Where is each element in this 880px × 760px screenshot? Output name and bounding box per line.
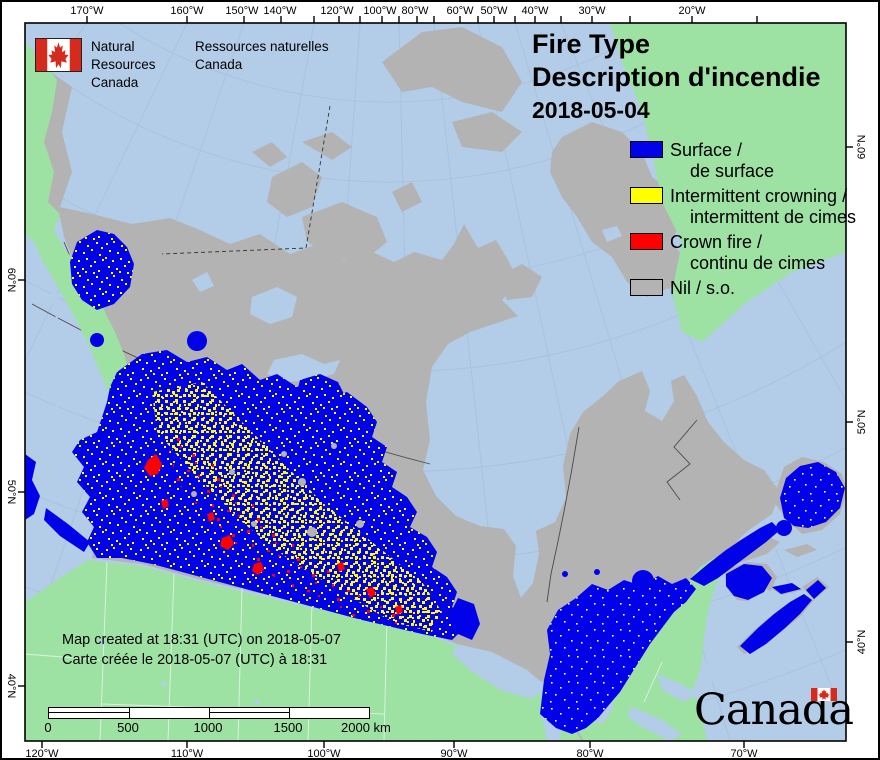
lat-label-left: 40°N [5, 673, 17, 699]
lon-label-bottom: 120°W [25, 748, 59, 760]
alaska [25, 42, 150, 464]
nrcan-french: Ressources naturelles Canada [195, 38, 345, 92]
greenland [610, 23, 846, 342]
st-lawrence-river [690, 587, 774, 700]
legend-label: Nil / s.o. [670, 278, 736, 298]
ellesmere-island [382, 27, 522, 112]
great-bear-lake [250, 287, 297, 324]
banks-island [267, 162, 322, 217]
map-frame [24, 22, 847, 742]
nrcan-fr-line1: Ressources naturelles [195, 39, 329, 54]
lon-label-top: 50°W [480, 5, 508, 17]
alaska-fjords [50, 282, 64, 452]
lon-label-bottom: 70°W [730, 748, 758, 760]
legend: Surface / de surface Intermittent crowni… [630, 140, 856, 303]
title-date: 2018-05-04 [532, 97, 650, 123]
lon-label-top: 150°W [225, 5, 259, 17]
scale-bar [48, 707, 370, 719]
nrcan-signature: Natural Resources Canada Ressources natu… [35, 38, 345, 92]
wordmark-flag-icon [811, 688, 837, 706]
usa-east [450, 554, 729, 741]
victoria-island [302, 202, 387, 262]
title-line1: Fire Type [532, 29, 651, 59]
lon-label-top: 20°W [678, 5, 706, 17]
graticule-ticks [18, 16, 853, 748]
lon-label-top: 60°W [446, 5, 474, 17]
lat-label-right: 60°N [856, 134, 868, 160]
crown-fire-clusters [144, 454, 403, 615]
crown-swatch [630, 233, 663, 250]
scale-segment [289, 708, 369, 718]
legend-label: Intermittent crowning / [670, 186, 848, 206]
nil-swatch [630, 279, 663, 296]
scale-segment [209, 708, 289, 718]
lat-label-right: 50°N [856, 409, 868, 435]
scale-label: 500 [117, 720, 139, 735]
scale-label: 1000 [193, 720, 223, 735]
lon-label-bottom: 100°W [307, 748, 341, 760]
title-line2: Description d'incendie [532, 62, 821, 92]
legend-label: intermittent de cimes [690, 207, 857, 227]
map-canvas [25, 23, 846, 741]
scale-segment [49, 708, 129, 718]
scale-segment [129, 708, 209, 718]
lon-label-top: 80°W [401, 5, 429, 17]
canada-flag-icon [35, 38, 82, 72]
legend-item-intermittent: Intermittent crowning / intermittent de … [630, 186, 856, 228]
map-title: Fire Type Description d'incendie 2018-05… [532, 28, 820, 127]
legend-label: Surface / [670, 140, 743, 160]
lake-superior [452, 644, 547, 699]
legend-label: de surface [690, 161, 775, 181]
scale-label-end: 2000 km [341, 720, 391, 735]
scale-label: 0 [44, 720, 52, 735]
lon-label-top: 170°W [70, 5, 104, 17]
lon-label-bottom: 80°W [576, 748, 604, 760]
lon-label-top: 30°W [578, 5, 606, 17]
lon-label-top: 140°W [263, 5, 297, 17]
lat-label-right: 40°N [856, 629, 868, 655]
lon-label-top: 100°W [363, 5, 397, 17]
nrcan-en-line1: Natural Resources [91, 39, 156, 72]
nrcan-english: Natural Resources Canada [91, 38, 187, 92]
nrcan-fr-line2: Canada [195, 57, 243, 72]
lon-label-top: 160°W [170, 5, 204, 17]
legend-label: Crown fire / [670, 232, 763, 252]
lat-label-left: 60°N [5, 267, 17, 293]
usa-west [25, 560, 582, 741]
intermittent-swatch [630, 187, 663, 204]
land-outside-canada [25, 23, 846, 741]
lon-label-bottom: 90°W [440, 748, 468, 760]
fire-raster [25, 230, 845, 734]
surface-swatch [630, 141, 663, 158]
lat-label-left: 50°N [5, 479, 17, 505]
legend-item-surface: Surface / de surface [630, 140, 856, 182]
legend-item-crown: Crown fire / continu de cimes [630, 232, 856, 274]
nrcan-en-line2: Canada [91, 75, 139, 90]
scale-label: 1500 [273, 720, 303, 735]
lon-label-top: 120°W [320, 5, 354, 17]
created-note-en: Map created at 18:31 (UTC) on 2018-05-07 [62, 632, 341, 648]
baffin-island [550, 122, 687, 297]
nunavut-boundary [161, 105, 331, 255]
legend-item-nil: Nil / s.o. [630, 278, 856, 299]
lake-ontario [657, 674, 697, 702]
lon-label-top: 40°W [521, 5, 549, 17]
lake-erie [627, 707, 682, 741]
legend-label: continu de cimes [690, 253, 826, 273]
lon-label-bottom: 110°W [170, 748, 204, 760]
creation-notes: Map created at 18:31 (UTC) on 2018-05-07… [62, 630, 341, 670]
created-note-fr: Carte créée le 2018-05-07 (UTC) à 18:31 [62, 652, 328, 668]
